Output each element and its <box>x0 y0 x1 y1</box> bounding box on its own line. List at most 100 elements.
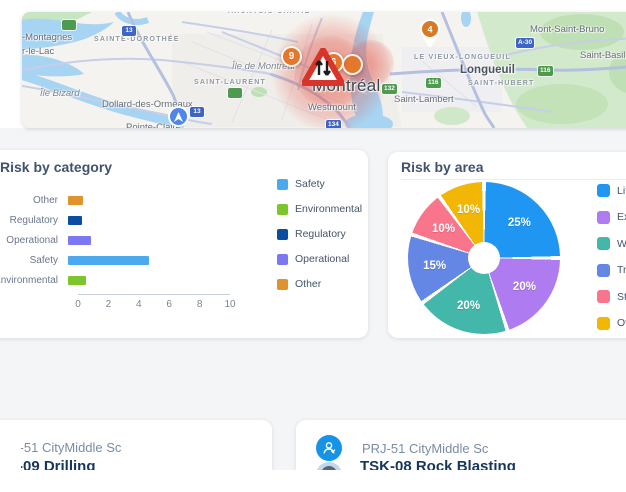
legend-swatch <box>277 278 288 290</box>
map-place-label: Dollard-des-Ormeaux <box>102 99 193 110</box>
axis-tick-label: 6 <box>166 299 172 310</box>
map-place-label: LE VIEUX-LONGUEUIL <box>414 54 512 61</box>
legend-item[interactable]: Other <box>277 278 362 290</box>
divider <box>401 179 626 180</box>
map-place-label: Île de Montréal <box>232 61 295 72</box>
map-place-label: Longueuil <box>460 64 515 76</box>
risk-by-area-card: Risk by area 25% 20% 20% 15% 10%10% Lif Ex Wo T… <box>388 152 626 338</box>
bar[interactable] <box>68 255 149 265</box>
bar-category-label: Operational <box>6 234 58 246</box>
viewport-cutoff <box>0 470 626 492</box>
legend-label: Sto <box>617 290 626 303</box>
bar-chart-row: Safety <box>0 250 240 270</box>
legend-item[interactable]: Ex <box>597 210 626 224</box>
map-place-label: SAINTE-DOROTHÉE <box>94 36 180 43</box>
legend-item[interactable]: Tra <box>597 263 626 277</box>
bar-track <box>68 255 220 265</box>
pin-count: 4 <box>427 25 432 35</box>
donut-slice-label: 15% <box>423 259 447 272</box>
bar[interactable] <box>68 215 82 225</box>
donut-chart[interactable]: 25% 20% 20% 15% 10% 10% <box>408 182 560 334</box>
road-shield: 116 <box>538 66 553 76</box>
risk-by-area-title: Risk by area <box>401 159 484 175</box>
bar-category-label: Other <box>32 194 58 206</box>
donut-slice-label: 10% <box>432 222 456 235</box>
risk-by-category-card: Risk by category Other Regulatory Operatio… <box>0 150 368 338</box>
legend-label: Regulatory <box>295 228 346 240</box>
bar-chart-x-axis: 0 2 4 6 8 10 <box>75 294 236 310</box>
legend-label: Other <box>295 278 322 290</box>
road-warning-marker[interactable] <box>301 47 345 86</box>
bar-chart-row: Environmental <box>0 270 240 290</box>
bar-category-label: Regulatory <box>9 214 58 226</box>
project-name[interactable]: PRJ-51 CityMiddle Sc <box>362 441 489 456</box>
bar[interactable] <box>68 275 87 285</box>
legend-item[interactable]: Environmental <box>277 203 362 215</box>
map-place-label: Westmount <box>308 102 356 113</box>
donut-slice-label: 20% <box>457 299 481 312</box>
map-pin-marker[interactable]: 4 <box>418 18 442 49</box>
legend-item[interactable]: Wo <box>597 237 626 250</box>
bar-chart-row: Regulatory <box>0 210 240 230</box>
legend-swatch <box>597 184 610 197</box>
legend-swatch <box>597 290 610 303</box>
legend-label: Lif <box>617 184 626 197</box>
map-place-label: AHUNTSIC-CARTIE <box>228 12 311 15</box>
donut-slice-label: 20% <box>512 281 536 294</box>
legend-item[interactable]: Operational <box>277 253 362 265</box>
road-shield: 13 <box>190 107 204 117</box>
legend-swatch <box>277 228 288 240</box>
risk-map[interactable]: AHUNTSIC-CARTIE -Montagnes r-le-Lac SAINTE-… <box>22 12 626 128</box>
legend-item[interactable]: Oth <box>597 316 626 330</box>
legend-label: Oth <box>617 317 626 329</box>
legend-swatch <box>597 237 610 250</box>
legend-label: Wo <box>617 237 626 250</box>
legend-swatch <box>597 316 610 330</box>
worker-icon <box>316 435 342 461</box>
axis-tick-label: 4 <box>136 299 142 310</box>
axis-tick-label: 8 <box>196 299 203 310</box>
map-place-label: -Montagnes <box>22 32 73 43</box>
road-shield: 116 <box>426 78 441 88</box>
legend-label: Environmental <box>295 203 363 215</box>
legend-swatch <box>277 203 288 215</box>
project-name[interactable]: PRJ-51 CityMiddle Sc <box>21 440 122 455</box>
map-cluster-marker[interactable]: 9 <box>281 46 302 67</box>
legend-label: Operational <box>295 253 350 265</box>
map-cluster-marker-extra[interactable] <box>342 54 363 75</box>
legend-item[interactable]: Regulatory <box>277 228 362 240</box>
legend-label: Tra <box>617 264 626 276</box>
bar-track <box>68 275 220 285</box>
map-place-label: Saint-Basile-le-Gr <box>580 50 626 61</box>
bar[interactable] <box>68 195 84 205</box>
map-place-label: SAINT-LAURENT <box>194 79 266 86</box>
road-shield <box>62 20 76 30</box>
donut-slice-label: 25% <box>507 216 531 229</box>
road-shield: 132 <box>382 84 397 94</box>
risk-by-category-title: Risk by category <box>0 159 113 175</box>
donut-slice-label: 10% <box>457 204 481 217</box>
legend-item[interactable]: Sto <box>597 290 626 303</box>
navigation-arrow-icon[interactable] <box>168 106 189 127</box>
legend-swatch <box>277 253 288 265</box>
road-shield <box>228 88 242 98</box>
bar-category-label: Environmental <box>0 274 58 286</box>
road-shield: A-30 <box>516 38 535 48</box>
bar[interactable] <box>68 235 91 245</box>
legend-swatch <box>597 210 610 224</box>
legend-label: Safety <box>295 178 325 190</box>
bar-chart-row: Other <box>0 190 240 210</box>
bar-chart: Other Regulatory Operational Safety Environm… <box>0 190 240 290</box>
legend-swatch <box>277 178 288 190</box>
map-place-label: Saint-Lambert <box>394 94 454 105</box>
donut-hole <box>468 242 500 274</box>
bar-track <box>68 235 220 245</box>
map-place-label: Île Bizard <box>40 88 80 99</box>
road-shield: 134 <box>326 120 341 128</box>
legend-item[interactable]: Safety <box>277 178 362 190</box>
legend-item[interactable]: Lif <box>597 184 626 197</box>
donut-chart-legend: Lif Ex Wo Tra Sto Oth <box>597 184 626 330</box>
axis-tick-label: 10 <box>224 299 236 310</box>
bar-chart-row: Operational <box>0 230 240 250</box>
